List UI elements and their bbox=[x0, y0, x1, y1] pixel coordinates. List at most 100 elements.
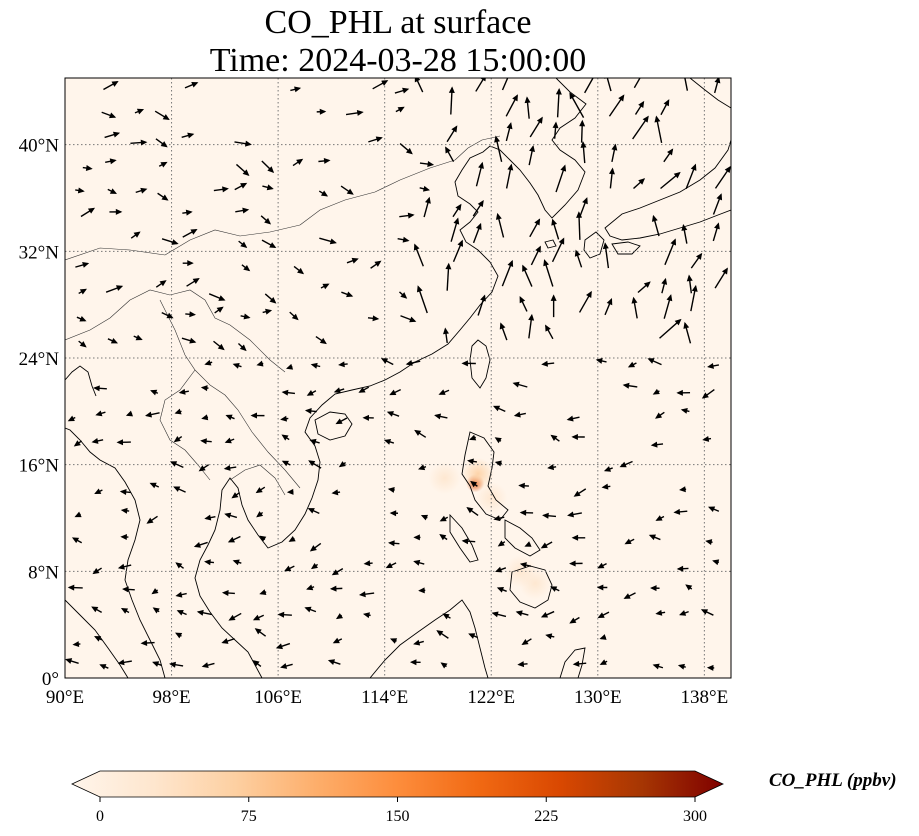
wind-arrow bbox=[399, 212, 415, 219]
wind-arrow bbox=[231, 492, 241, 499]
wind-arrow bbox=[685, 163, 697, 190]
latitude-tick-label: 40°N bbox=[19, 136, 60, 157]
wind-arrow bbox=[445, 262, 452, 291]
wind-arrow bbox=[578, 197, 588, 219]
wind-arrow bbox=[250, 412, 265, 419]
wind-arrow bbox=[281, 460, 291, 467]
wind-arrow bbox=[292, 158, 304, 167]
wind-arrow bbox=[345, 109, 364, 116]
wind-arrow bbox=[495, 566, 507, 573]
wind-arrow bbox=[571, 534, 586, 541]
wind-arrow bbox=[150, 389, 159, 396]
wind-arrow bbox=[397, 236, 410, 243]
wind-arrow bbox=[552, 121, 559, 139]
wind-arrow bbox=[78, 288, 87, 295]
wind-arrow bbox=[650, 441, 664, 448]
wind-arrow bbox=[122, 586, 135, 593]
wind-arrow bbox=[472, 222, 482, 244]
wind-arrow bbox=[221, 638, 235, 644]
wind-arrow bbox=[522, 264, 533, 287]
wind-arrow bbox=[519, 562, 532, 569]
wind-arrow bbox=[241, 264, 251, 272]
wind-arrow bbox=[399, 291, 408, 299]
wind-arrow bbox=[316, 108, 327, 115]
wind-arrow bbox=[234, 182, 248, 191]
wind-arrow bbox=[264, 293, 277, 304]
wind-arrow bbox=[681, 223, 688, 244]
wind-arrow bbox=[663, 294, 673, 319]
wind-arrow bbox=[551, 237, 565, 263]
wind-arrow bbox=[677, 663, 686, 670]
wind-arrow bbox=[405, 360, 421, 366]
co-hotspot bbox=[428, 462, 461, 494]
wind-arrow bbox=[389, 388, 401, 396]
map-frame bbox=[64, 77, 732, 679]
wind-arrow bbox=[130, 231, 141, 239]
wind-arrow bbox=[135, 187, 148, 194]
wind-vectors bbox=[65, 78, 731, 671]
wind-arrow bbox=[660, 171, 681, 190]
wind-arrow bbox=[438, 389, 450, 395]
wind-arrow bbox=[633, 178, 646, 190]
wind-arrow bbox=[200, 438, 212, 445]
wind-arrow bbox=[494, 437, 502, 444]
wind-arrow bbox=[440, 662, 448, 669]
map-plot-area bbox=[65, 78, 731, 678]
wind-arrow bbox=[505, 163, 514, 189]
colorbar-tick-label: 300 bbox=[683, 808, 707, 825]
wind-arrow bbox=[385, 562, 397, 569]
wind-arrow bbox=[358, 386, 370, 393]
wind-arrow bbox=[169, 461, 184, 468]
wind-arrow bbox=[664, 238, 677, 266]
wind-arrow bbox=[566, 415, 580, 422]
wind-arrow bbox=[624, 538, 635, 545]
wind-arrow bbox=[679, 486, 687, 493]
wind-arrow bbox=[567, 511, 582, 518]
wind-arrow bbox=[442, 613, 451, 620]
wind-arrow bbox=[389, 638, 398, 644]
wind-arrow bbox=[94, 488, 103, 495]
wind-arrow bbox=[705, 539, 713, 546]
wind-arrow bbox=[712, 222, 720, 242]
wind-arrow bbox=[307, 508, 320, 515]
wind-arrow bbox=[309, 542, 322, 552]
colorbar bbox=[71, 770, 724, 798]
wind-arrow bbox=[154, 110, 170, 120]
wind-arrow bbox=[518, 482, 529, 489]
wind-arrow bbox=[152, 661, 162, 667]
wind-arrow bbox=[578, 290, 592, 313]
wind-arrow bbox=[78, 340, 87, 348]
andaman-coastline bbox=[65, 427, 166, 678]
wind-arrow bbox=[186, 278, 200, 287]
wind-arrow bbox=[599, 659, 608, 665]
wind-arrow bbox=[414, 78, 424, 93]
wind-arrow bbox=[602, 242, 610, 269]
wind-arrow bbox=[660, 99, 670, 116]
wind-arrow bbox=[140, 639, 155, 646]
wind-arrow bbox=[104, 131, 121, 139]
wind-arrow bbox=[663, 148, 674, 163]
wind-arrow bbox=[572, 660, 587, 667]
wind-arrow bbox=[117, 659, 132, 666]
wind-arrow bbox=[530, 245, 541, 266]
wind-arrow bbox=[466, 507, 479, 516]
wind-arrow bbox=[413, 559, 425, 566]
coastlines bbox=[65, 78, 731, 678]
colorbar-tick-label: 75 bbox=[241, 808, 257, 825]
wind-arrow bbox=[492, 405, 506, 413]
co-hotspot bbox=[519, 567, 552, 600]
wind-arrow bbox=[370, 260, 382, 269]
wind-arrow bbox=[310, 362, 321, 369]
wind-arrow bbox=[519, 296, 528, 312]
wind-arrow bbox=[95, 410, 106, 417]
borneo-coastline bbox=[369, 599, 489, 678]
wind-arrow bbox=[596, 584, 608, 591]
wind-arrow bbox=[512, 381, 528, 388]
jeju-island bbox=[544, 239, 557, 249]
wind-arrow bbox=[633, 78, 641, 89]
wind-arrow bbox=[469, 434, 477, 441]
wind-arrow bbox=[117, 563, 132, 570]
wind-arrow bbox=[74, 511, 82, 518]
wind-arrow bbox=[439, 534, 448, 541]
wind-arrow bbox=[252, 614, 265, 621]
